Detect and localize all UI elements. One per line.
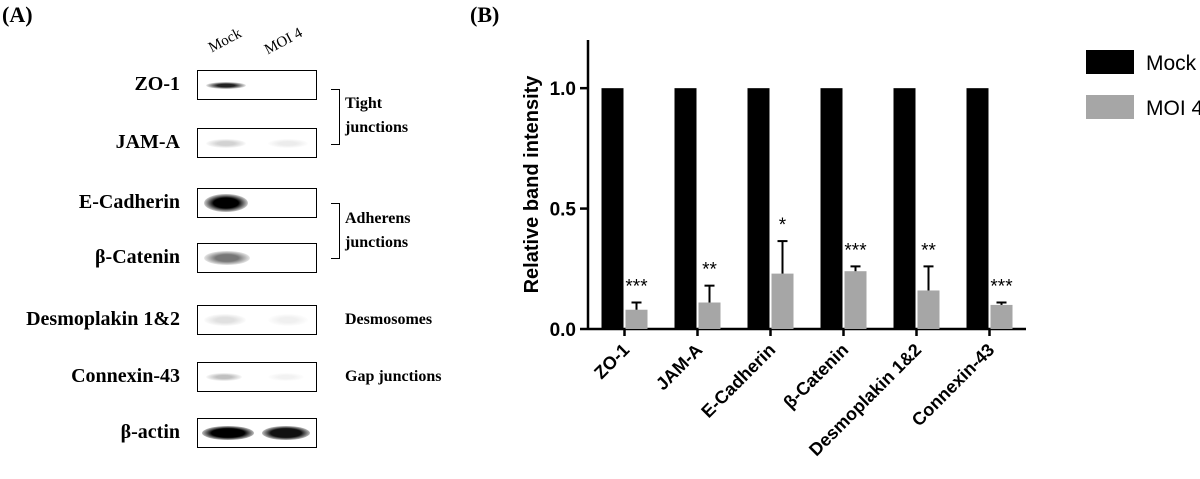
protein-label: β-Catenin [95,246,180,268]
legend-label: Mock [1146,52,1197,75]
bar-moi4 [771,273,794,329]
y-tick-label: 0.5 [550,200,577,221]
y-tick-label: 1.0 [550,79,576,100]
significance-label: *** [625,277,648,298]
band-moi4 [268,373,304,381]
blot-row-e-cadherin: E-Cadherin [0,188,480,218]
blot-row-jam-a: JAM-A [0,128,480,158]
band-mock [204,194,248,212]
y-axis-label: Relative band intensity [521,75,543,294]
legend-label: MOI 4 [1146,97,1200,120]
bar-mock [893,88,916,330]
band-moi4 [268,139,308,148]
x-tick-label: ZO-1 [590,340,633,383]
protein-label: E-Cadherin [78,191,180,213]
blot-row-connexin-43: Connexin-43 [0,362,480,392]
panel-b-label: (B) [470,2,500,27]
group-label-line: Adherens [345,210,411,227]
blot-image [197,188,317,218]
significance-label: ** [702,260,717,281]
group-label-line: junctions [345,234,409,251]
bar-moi4 [698,302,721,329]
bracket-tight [331,89,340,145]
blot-image [197,128,317,158]
band-mock [202,426,254,440]
significance-label: *** [990,277,1013,298]
protein-label: Desmoplakin 1&2 [26,308,180,330]
bar-mock [601,88,624,330]
blot-row-zo1: ZO-1 [0,70,480,100]
bar-moi4 [625,309,648,329]
blot-row-desmoplakin: Desmoplakin 1&2 [0,305,480,335]
band-mock [206,139,246,148]
significance-label: *** [844,240,867,261]
protein-label: β-actin [120,421,180,443]
x-tick-label: E-Cadherin [697,340,779,422]
lane-header-mock: Mock [206,25,245,57]
blot-image [197,305,317,335]
group-label-adherens: Adherens junctions [345,207,411,255]
x-tick-label: β-Catenin [779,340,852,413]
group-label-tight: Tight junctions [345,92,408,140]
x-tick-label: JAM-A [652,340,706,394]
blot-image [197,362,317,392]
bar-mock [747,88,770,330]
protein-label: Connexin-43 [71,365,180,387]
blot-image [197,243,317,273]
y-tick-label: 0.0 [550,320,576,341]
group-label-line: Tight [345,95,383,112]
bar-moi4 [917,290,940,329]
bar-mock [966,88,989,330]
band-mock [206,82,246,89]
band-moi4 [262,426,310,440]
significance-label: ** [921,240,936,261]
panel-a: (A) Mock MOI 4 ZO-1 JAM-A E-Cadherin β-C… [0,0,480,479]
band-moi4 [268,314,308,326]
group-label-gap: Gap junctions [345,368,442,385]
blot-row-b-catenin: β-Catenin [0,243,480,273]
bracket-adherens [331,203,340,259]
protein-label: JAM-A [115,131,180,153]
blot-image [197,70,317,100]
group-label-line: junctions [345,119,409,136]
blot-image [197,418,317,448]
legend-swatch [1086,50,1134,74]
blot-row-b-actin: β-actin [0,418,480,448]
lane-header-moi4: MOI 4 [262,25,306,59]
protein-label: ZO-1 [134,73,180,95]
band-mock [204,314,246,326]
legend-swatch [1086,95,1134,119]
band-mock [206,373,242,381]
band-mock [204,251,250,265]
bar-moi4 [990,304,1013,329]
panel-a-label: (A) [2,2,33,27]
bar-moi4 [844,271,867,329]
significance-label: * [779,215,787,236]
bar-mock [820,88,843,330]
group-label-desmosomes: Desmosomes [345,311,433,328]
bar-mock [674,88,697,330]
